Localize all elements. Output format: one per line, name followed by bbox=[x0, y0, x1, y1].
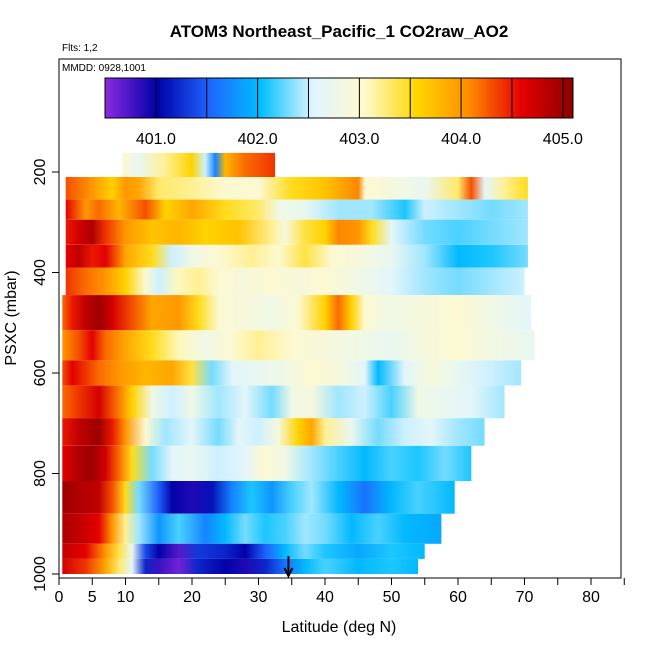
colorbar-tick-label: 403.0 bbox=[339, 131, 379, 148]
x-tick-label: 50 bbox=[383, 589, 401, 606]
heatmap-layer bbox=[62, 360, 522, 386]
x-tick-label: 20 bbox=[183, 589, 201, 606]
chart-title: ATOM3 Northeast_Pacific_1 CO2raw_AO2 bbox=[170, 22, 509, 41]
y-tick-label: 400 bbox=[32, 259, 49, 286]
x-tick-label: 0 bbox=[55, 589, 64, 606]
heatmap-layer bbox=[62, 295, 532, 331]
colorbar: 401.0 402.0 403.0 404.0 405.0 bbox=[104, 77, 583, 148]
colorbar-tick-label: 402.0 bbox=[238, 131, 278, 148]
colorbar-border bbox=[104, 77, 574, 119]
x-tick-label: 30 bbox=[250, 589, 268, 606]
colorbar-tick-label: 404.0 bbox=[441, 131, 481, 148]
heatmap-layer bbox=[62, 385, 505, 419]
dates-label: MMDD: 0928,1001 bbox=[62, 63, 146, 74]
y-axis: 200 400 600 800 1000 bbox=[32, 159, 59, 592]
arrow-head bbox=[283, 567, 294, 579]
heatmap-layer bbox=[65, 244, 528, 268]
heatmap-layer bbox=[62, 558, 419, 574]
heatmap-layer bbox=[65, 267, 525, 296]
x-tick-label: 10 bbox=[117, 589, 135, 606]
plot-frame bbox=[58, 58, 622, 579]
heatmap-layer bbox=[65, 219, 528, 245]
y-axis-label: PSXC (mbar) bbox=[3, 270, 20, 365]
colorbar-tick-label: 401.0 bbox=[136, 131, 176, 148]
x-tick-label: 70 bbox=[516, 589, 534, 606]
x-axis-label: Latitude (deg N) bbox=[282, 619, 397, 636]
heatmap-layer bbox=[65, 177, 528, 200]
flights-label: Flts: 1,2 bbox=[62, 43, 98, 54]
x-tick-label: 5 bbox=[88, 589, 97, 606]
heatmap-layer bbox=[62, 543, 425, 559]
heatmap-layer bbox=[122, 152, 276, 177]
heatmap-layer bbox=[65, 199, 528, 220]
colorbar-tick-label: 405.0 bbox=[543, 131, 583, 148]
latitude-arrow bbox=[283, 556, 294, 579]
heatmap-area bbox=[62, 152, 535, 574]
y-tick-label: 600 bbox=[32, 360, 49, 387]
heatmap-layer bbox=[62, 330, 535, 361]
x-tick-label: 60 bbox=[449, 589, 467, 606]
y-tick-label: 800 bbox=[32, 460, 49, 487]
heatmap-layer bbox=[62, 445, 472, 482]
x-tick-label: 40 bbox=[316, 589, 334, 606]
y-tick-label: 200 bbox=[32, 159, 49, 186]
colorbar-ramp bbox=[105, 78, 573, 118]
heatmap-layer bbox=[62, 481, 455, 514]
x-axis: 0 5 10 20 30 40 50 60 70 80 bbox=[55, 578, 625, 606]
heatmap-layer bbox=[62, 513, 442, 544]
x-tick-label: 80 bbox=[582, 589, 600, 606]
y-tick-label: 1000 bbox=[32, 556, 49, 592]
heatmap-layer bbox=[62, 418, 485, 446]
